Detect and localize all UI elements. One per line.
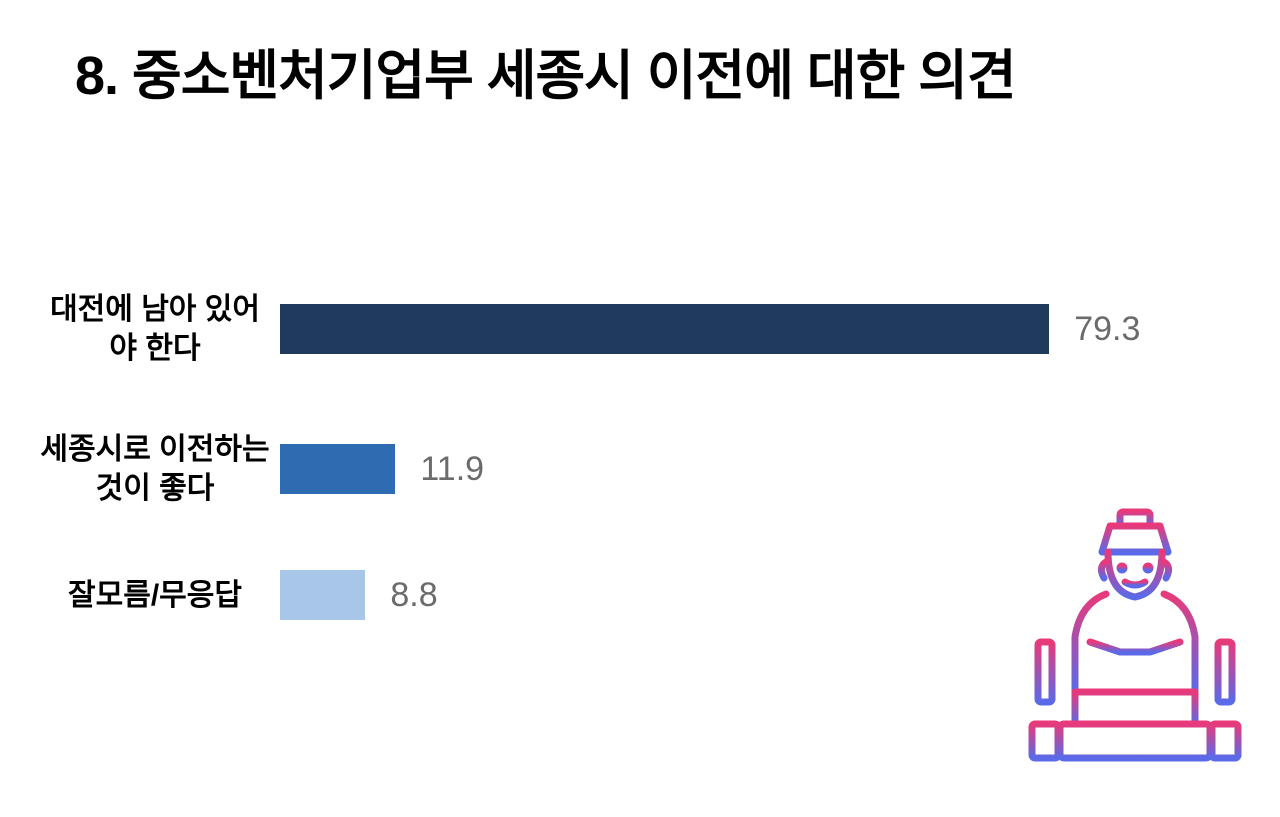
bar-value-1: 11.9: [420, 450, 484, 489]
bar-value-0: 79.3: [1074, 310, 1140, 349]
bar-2: [280, 570, 365, 620]
bar-label-1: 세종시로 이전하는 것이 좋다: [40, 430, 280, 508]
bar-0: [280, 304, 1049, 354]
bar-row-0: 대전에 남아 있어야 한다 79.3: [40, 290, 1240, 368]
bar-1: [280, 444, 395, 494]
king-sejong-statue-icon: [1020, 492, 1250, 792]
bar-label-0: 대전에 남아 있어야 한다: [40, 290, 280, 368]
bar-value-2: 8.8: [390, 576, 437, 615]
bar-track-1: 11.9: [280, 444, 484, 494]
bar-track-2: 8.8: [280, 570, 438, 620]
bar-label-2: 잘모름/무응답: [40, 576, 280, 615]
bar-track-0: 79.3: [280, 304, 1140, 354]
chart-title: 8. 중소벤처기업부 세종시 이전에 대한 의견: [75, 40, 1016, 113]
